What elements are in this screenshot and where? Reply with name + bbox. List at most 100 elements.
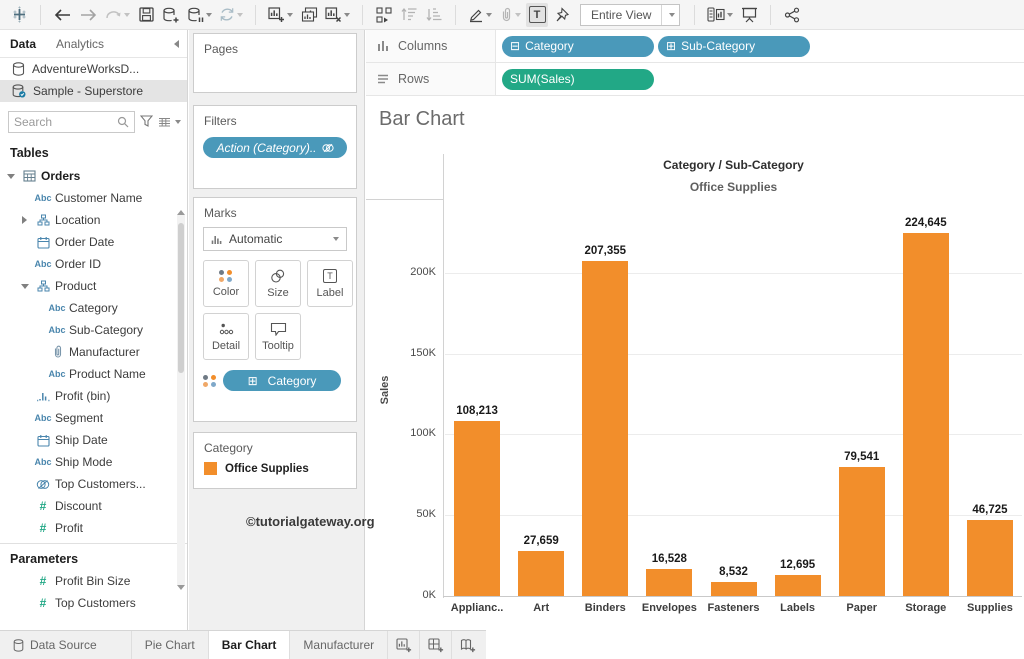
- pill-category[interactable]: ⊟ Category: [502, 36, 654, 57]
- parameter-row-profit-bin-size[interactable]: #Profit Bin Size: [0, 570, 187, 592]
- bar-supplies[interactable]: [967, 520, 1013, 596]
- refresh-button[interactable]: [217, 3, 245, 27]
- collapse-minus-icon[interactable]: ⊟: [510, 40, 520, 52]
- tableau-logo-icon[interactable]: [8, 3, 30, 27]
- field-row-order-id[interactable]: AbcOrder ID: [0, 253, 175, 275]
- view-as-list-button[interactable]: [158, 117, 181, 128]
- highlight-dropdown-caret[interactable]: [486, 13, 492, 17]
- datasource-adventureworks[interactable]: AdventureWorksD...: [0, 58, 187, 80]
- bar-storage[interactable]: [903, 233, 949, 596]
- refresh-dropdown-caret[interactable]: [237, 13, 243, 17]
- fix-axes-pin-button[interactable]: [551, 3, 573, 27]
- clear-dropdown-caret[interactable]: [344, 13, 350, 17]
- label-button[interactable]: T Label: [307, 260, 353, 307]
- presentation-mode-button[interactable]: [738, 3, 760, 27]
- pill-sub-category[interactable]: ⊞ Sub-Category: [658, 36, 810, 57]
- tab-data[interactable]: Data: [10, 37, 46, 51]
- show-mark-labels-button[interactable]: T: [526, 3, 548, 27]
- parameter-row-top-customers[interactable]: #Top Customers: [0, 592, 187, 614]
- pause-dropdown-caret[interactable]: [206, 13, 212, 17]
- expand-plus-icon[interactable]: ⊞: [248, 375, 258, 387]
- field-row-ship-mode[interactable]: AbcShip Mode: [0, 451, 175, 473]
- new-worksheet-tab-button[interactable]: [388, 631, 420, 659]
- fields-scrollbar[interactable]: [176, 210, 186, 590]
- color-legend-card[interactable]: Category Office Supplies: [193, 432, 357, 489]
- column-member-header[interactable]: Office Supplies: [445, 180, 1022, 194]
- cards-dropdown-caret[interactable]: [727, 13, 733, 17]
- marks-card[interactable]: Marks Automatic Color Size T Label: [193, 197, 357, 422]
- field-row-manufacturer[interactable]: Manufacturer: [0, 341, 175, 363]
- fit-view-dropdown[interactable]: Entire View: [580, 4, 680, 26]
- field-row-orders[interactable]: Orders: [0, 165, 175, 187]
- save-button[interactable]: [135, 3, 157, 27]
- sort-ascending-button[interactable]: [398, 3, 420, 27]
- new-dashboard-tab-button[interactable]: [420, 631, 452, 659]
- field-row-discount[interactable]: #Discount: [0, 495, 175, 517]
- field-row-location[interactable]: Location: [0, 209, 175, 231]
- x-axis-label-envelopes[interactable]: Envelopes: [637, 602, 701, 614]
- x-axis-label-paper[interactable]: Paper: [830, 602, 894, 614]
- field-row-category[interactable]: AbcCategory: [0, 297, 175, 319]
- x-axis-label-supplies[interactable]: Supplies: [958, 602, 1022, 614]
- tab-pie-chart[interactable]: Pie Chart: [132, 631, 209, 659]
- field-row-profit[interactable]: #Profit: [0, 517, 175, 539]
- bar-envelopes[interactable]: [646, 569, 692, 596]
- tab-bar-chart[interactable]: Bar Chart: [209, 631, 291, 659]
- x-axis-label-applianc[interactable]: Applianc..: [445, 602, 509, 614]
- expand-plus-icon[interactable]: ⊞: [666, 40, 676, 52]
- back-button[interactable]: [51, 3, 74, 27]
- sort-descending-button[interactable]: [423, 3, 445, 27]
- mark-type-dropdown[interactable]: Automatic: [203, 227, 347, 251]
- field-row-sub-category[interactable]: AbcSub-Category: [0, 319, 175, 341]
- field-row-top-customers[interactable]: Top Customers...: [0, 473, 175, 495]
- column-field-header[interactable]: Category / Sub-Category: [445, 158, 1022, 172]
- columns-shelf[interactable]: Columns ⊟ Category ⊞ Sub-Category: [366, 30, 1024, 63]
- x-axis-label-fasteners[interactable]: Fasteners: [701, 602, 765, 614]
- legend-item[interactable]: Office Supplies: [194, 455, 356, 475]
- x-axis-label-storage[interactable]: Storage: [894, 602, 958, 614]
- tab-analytics[interactable]: Analytics: [46, 37, 114, 51]
- scroll-down-icon[interactable]: [177, 585, 185, 590]
- bar-labels[interactable]: [775, 575, 821, 596]
- bar-binders[interactable]: [582, 261, 628, 596]
- x-axis-label-art[interactable]: Art: [509, 602, 573, 614]
- datasource-superstore[interactable]: Sample - Superstore: [0, 80, 187, 102]
- new-sheet-dropdown-caret[interactable]: [287, 13, 293, 17]
- filters-card[interactable]: Filters Action (Category)..: [193, 105, 357, 189]
- new-datasource-button[interactable]: [160, 3, 182, 27]
- duplicate-sheet-button[interactable]: [298, 3, 320, 27]
- detail-button[interactable]: Detail: [203, 313, 249, 360]
- highlight-button[interactable]: [466, 3, 494, 27]
- group-dropdown-caret[interactable]: [515, 13, 521, 17]
- tab-data-source[interactable]: Data Source: [0, 631, 132, 659]
- mark-type-caret[interactable]: [333, 237, 339, 241]
- filter-fields-button[interactable]: [140, 115, 153, 130]
- tab-manufacturer[interactable]: Manufacturer: [290, 631, 388, 659]
- sheet-title[interactable]: Bar Chart: [379, 108, 465, 131]
- collapse-pane-button[interactable]: [174, 37, 179, 51]
- y-axis-title[interactable]: Sales: [379, 370, 391, 410]
- new-worksheet-button[interactable]: [266, 3, 295, 27]
- show-hide-cards-button[interactable]: [705, 3, 735, 27]
- field-row-order-date[interactable]: Order Date: [0, 231, 175, 253]
- rows-shelf[interactable]: Rows SUM(Sales): [366, 63, 1024, 96]
- field-row-profit-bin[interactable]: Profit (bin): [0, 385, 175, 407]
- search-input[interactable]: Search: [8, 111, 135, 133]
- expand-icon[interactable]: [18, 216, 31, 224]
- field-row-ship-date[interactable]: Ship Date: [0, 429, 175, 451]
- pill-sum-sales[interactable]: SUM(Sales): [502, 69, 654, 90]
- field-row-customer-name[interactable]: AbcCustomer Name: [0, 187, 175, 209]
- bar-fasteners[interactable]: [711, 582, 757, 596]
- tooltip-button[interactable]: Tooltip: [255, 313, 301, 360]
- field-row-segment[interactable]: AbcSegment: [0, 407, 175, 429]
- collapse-icon[interactable]: [18, 284, 31, 289]
- filter-pill-action-category[interactable]: Action (Category)..: [203, 137, 347, 158]
- forward-button[interactable]: [77, 3, 100, 27]
- bar-art[interactable]: [518, 551, 564, 596]
- swap-rows-columns-button[interactable]: [373, 3, 395, 27]
- collapse-icon[interactable]: [4, 174, 17, 179]
- marks-pill-category[interactable]: ⊞ Category: [223, 370, 341, 391]
- fit-view-caret[interactable]: [661, 5, 679, 25]
- field-row-product[interactable]: Product: [0, 275, 175, 297]
- share-button[interactable]: [781, 3, 803, 27]
